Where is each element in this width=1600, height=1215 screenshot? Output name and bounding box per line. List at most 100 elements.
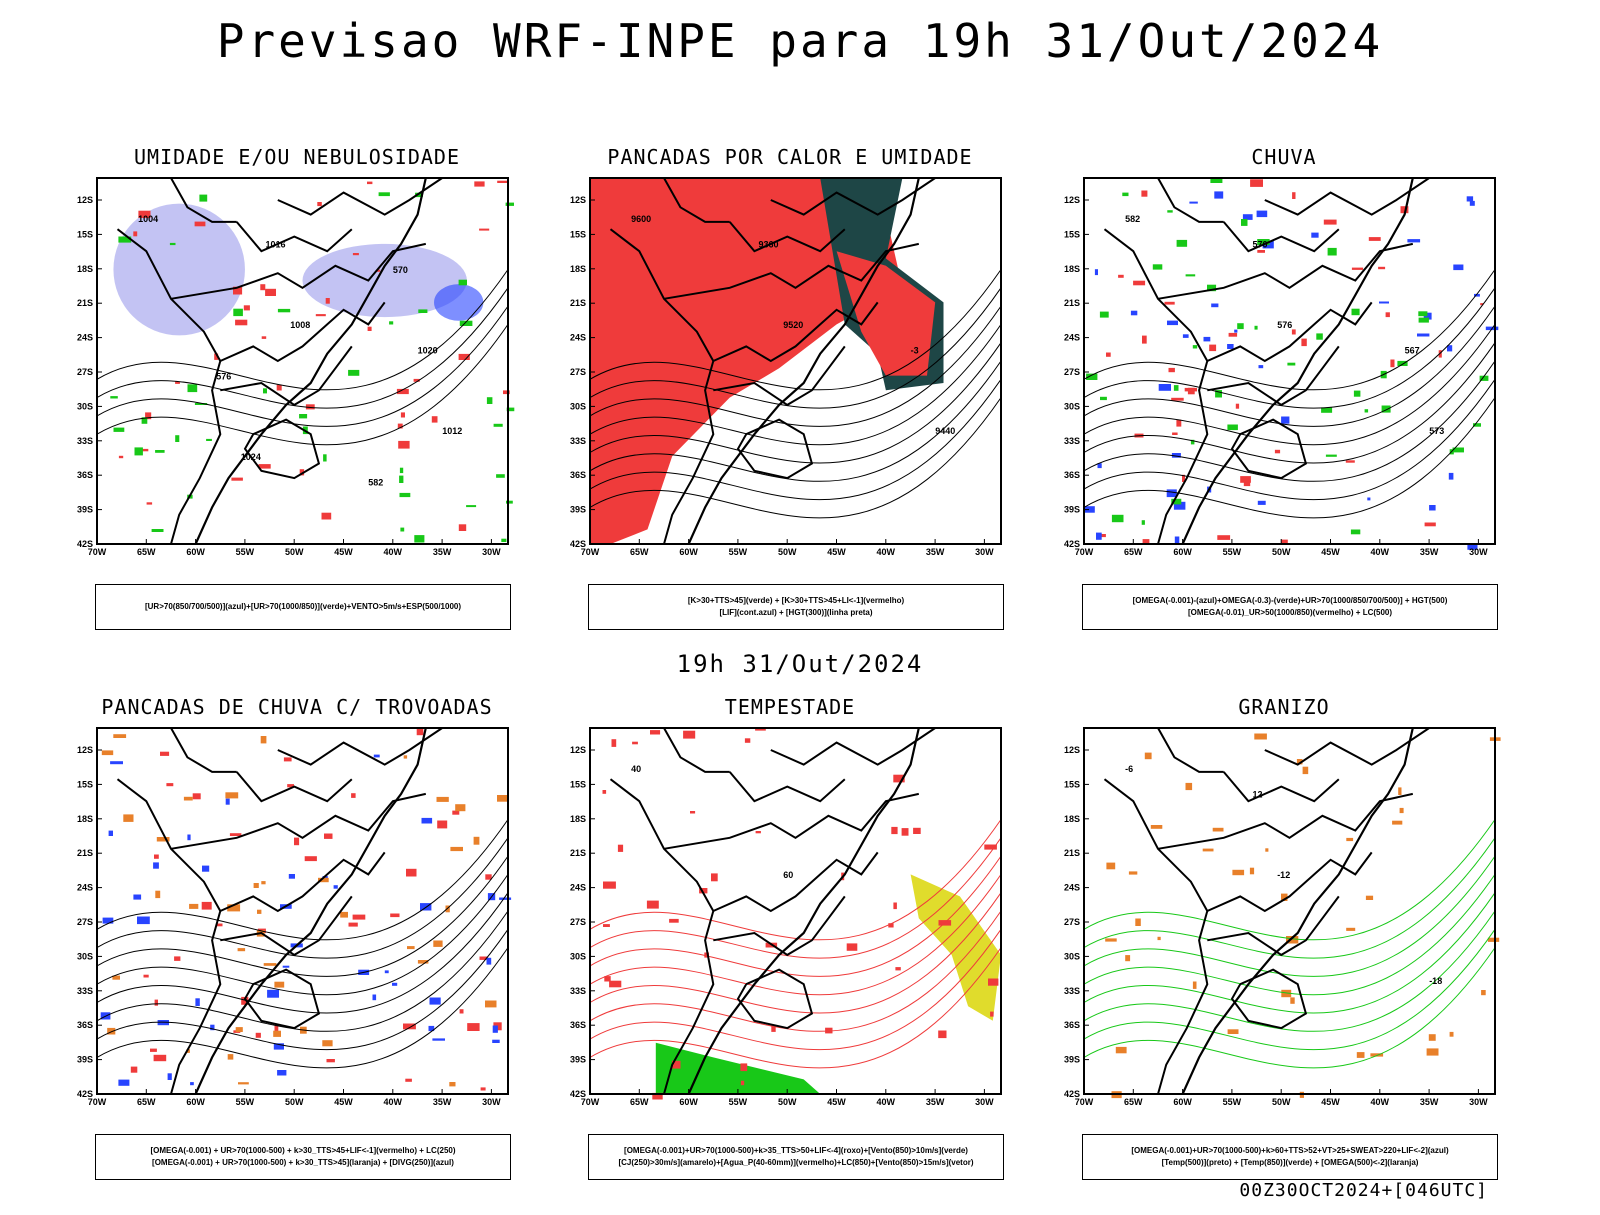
lat-tick-label: 18S <box>570 814 586 824</box>
lon-tick-label: 60W <box>679 547 698 557</box>
lat-tick-label: 36S <box>570 470 586 480</box>
rain-cell <box>1385 312 1390 318</box>
contour-label: 60 <box>783 870 793 880</box>
isoline <box>96 819 509 941</box>
rain-cell <box>288 874 295 879</box>
rain-cell <box>503 390 510 395</box>
rain-cell <box>699 888 708 894</box>
rain-cell <box>187 384 198 393</box>
lon-tick-label: 35W <box>433 1097 452 1107</box>
lat-tick-label: 42S <box>1064 539 1080 549</box>
rain-cell <box>1106 352 1111 357</box>
isoline <box>1083 855 1496 977</box>
rain-cell <box>216 923 223 927</box>
rain-cell <box>133 894 142 900</box>
political-border <box>770 727 936 766</box>
rain-cell <box>1232 869 1245 876</box>
lon-tick-label: 60W <box>1173 547 1192 557</box>
panel-pancadas-calor: PANCADAS POR CALOR E UMIDADE 9600 9520 944… <box>540 145 1040 665</box>
isoline <box>589 269 1002 391</box>
legend-line-2: [OMEGA(-0.01)_UR>50(1000/850)(vermelho) … <box>1187 608 1393 617</box>
rain-cell <box>241 996 249 1005</box>
lat-tick-label: 15S <box>77 779 93 789</box>
rain-cell <box>187 834 191 841</box>
rain-cell <box>669 918 679 923</box>
political-border <box>170 792 427 850</box>
rain-cell <box>1367 497 1371 501</box>
map-background <box>1084 728 1495 1094</box>
rain-cell <box>1474 293 1480 297</box>
lat-tick-label: 24S <box>77 333 93 343</box>
lon-tick-label: 50W <box>285 547 304 557</box>
humidity-area-blue <box>302 243 467 318</box>
political-border <box>663 727 730 773</box>
lat-tick-label: 27S <box>570 367 586 377</box>
contour-label: 1004 <box>138 214 158 224</box>
rain-cell <box>233 308 243 317</box>
rain-cell <box>261 881 266 885</box>
lat-tick-label: 27S <box>570 917 586 927</box>
rain-cell <box>1356 1052 1365 1058</box>
lat-tick-label: 18S <box>1064 814 1080 824</box>
lat-tick-label: 12S <box>570 745 586 755</box>
rain-cell <box>229 833 242 836</box>
lon-tick-label: 40W <box>1371 1097 1390 1107</box>
rain-cell <box>452 810 460 815</box>
rain-cell <box>1158 384 1171 391</box>
rain-cell <box>214 353 219 360</box>
jet-area-yellow <box>910 874 1001 1021</box>
rain-cell <box>1281 893 1288 901</box>
lat-tick-label: 36S <box>1064 1020 1080 1030</box>
political-border <box>712 851 879 913</box>
rain-cell <box>1168 367 1175 373</box>
rain-cell <box>283 757 292 762</box>
rain-cell <box>479 956 489 960</box>
contour-label: 576 <box>1277 320 1292 330</box>
political-border <box>1206 301 1373 363</box>
isoline <box>1083 397 1496 519</box>
map-tempestade: 40 60 12S 15S 18S 21S 24S 27S 30S 33S 36S 39S 42S70W… <box>570 727 1002 1107</box>
rain-cell <box>901 828 909 836</box>
legend-line-1: [K>30+TTS>45](verde) + [K>30+TTS>45+LI<-… <box>687 596 905 605</box>
rain-cell <box>192 793 201 800</box>
rain-cell <box>1150 825 1163 829</box>
rain-cell <box>1240 476 1251 483</box>
rain-cell <box>202 865 210 872</box>
panel-umidade: UMIDADE E/OU NEBULOSIDADE 1004 1008 1012 10… <box>47 145 547 665</box>
rain-cell <box>1235 403 1240 409</box>
panel-title: TEMPESTADE <box>724 695 856 719</box>
rain-cell <box>1203 336 1211 342</box>
rain-cell <box>141 417 148 424</box>
rain-cell <box>1281 416 1290 424</box>
rain-cell <box>1254 325 1258 330</box>
rain-cell <box>755 728 766 731</box>
coastline <box>194 177 427 545</box>
contour-label: -6 <box>1125 764 1133 774</box>
rain-cell <box>1274 449 1281 454</box>
isoline <box>1083 360 1496 482</box>
political-border <box>277 177 443 216</box>
rain-cell <box>1350 529 1361 535</box>
contour-label: -18 <box>1429 976 1442 986</box>
lat-tick-label: 18S <box>1064 264 1080 274</box>
rain-cell <box>1176 239 1188 247</box>
isoline <box>1083 342 1496 464</box>
lon-tick-label: 65W <box>1124 1097 1143 1107</box>
rain-cell <box>238 1082 249 1085</box>
rain-cell <box>199 194 208 202</box>
map-pancadas-calor: 9600 9520 9440 9360 -3 12S 15S 18S 21S 24S 27S 30S 3… <box>570 177 1002 557</box>
rain-cell <box>1424 522 1436 527</box>
contour-label: 40 <box>631 764 641 774</box>
rain-cell <box>480 1087 486 1091</box>
political-border <box>1222 221 1340 253</box>
rain-cell <box>1390 359 1395 368</box>
contour-label: 1008 <box>290 320 310 330</box>
lon-tick-label: 55W <box>236 1097 255 1107</box>
political-border <box>1264 727 1430 766</box>
rain-cell <box>984 844 997 850</box>
panel-chuva: CHUVA 582 576 573 570 567 12S 15S 18S 21S 24S 27S 3… <box>1034 145 1534 665</box>
rain-cell <box>1296 759 1303 765</box>
rain-cell <box>1176 419 1182 427</box>
lon-tick-label: 55W <box>1223 1097 1242 1107</box>
contour-label: 582 <box>1125 214 1140 224</box>
